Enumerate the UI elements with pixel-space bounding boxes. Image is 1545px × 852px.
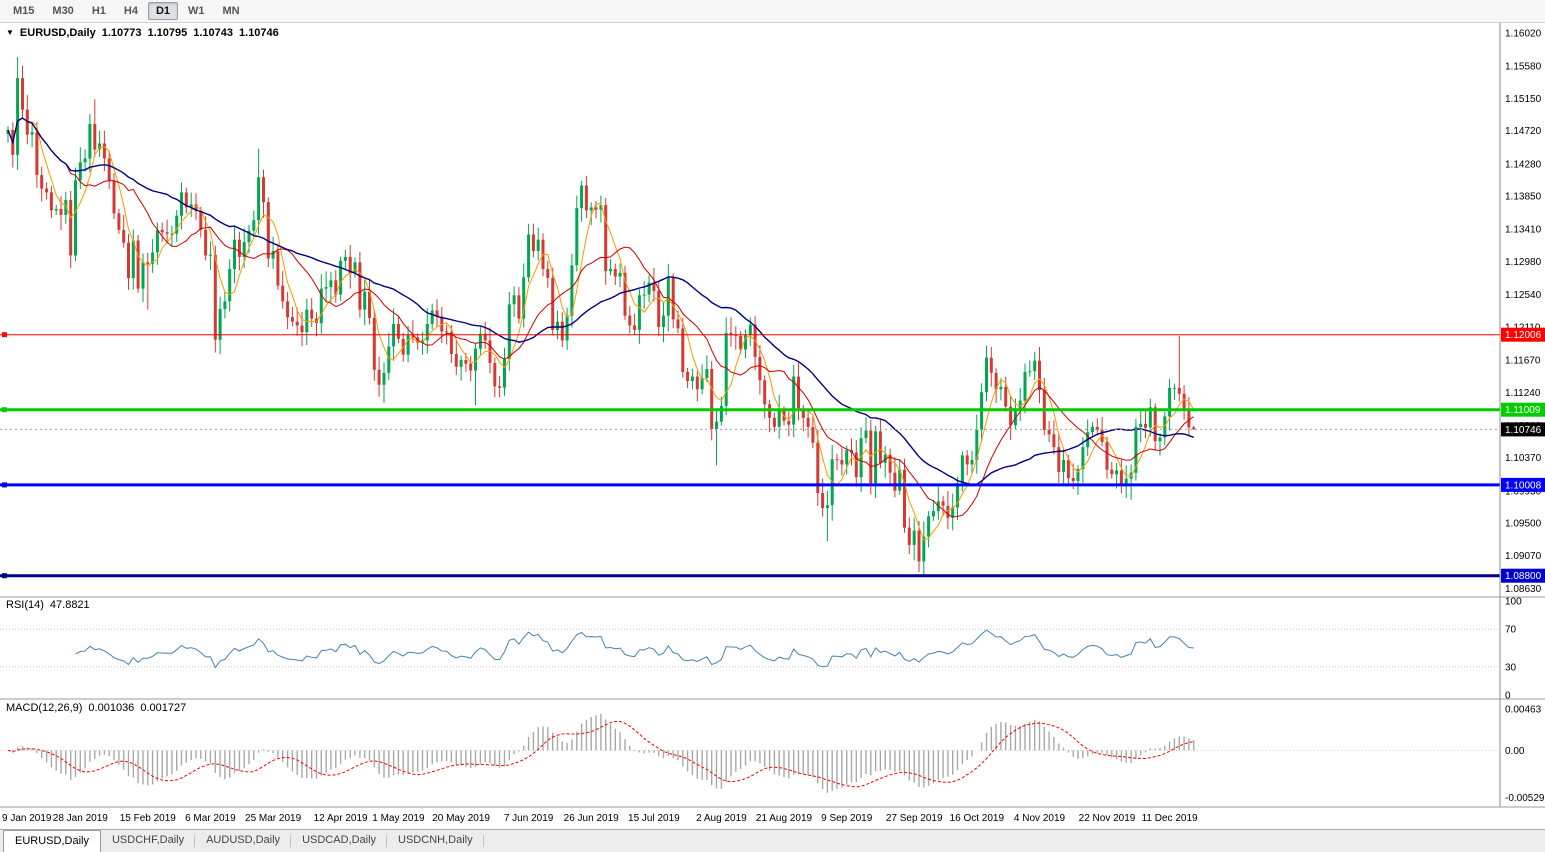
svg-text:1.09070: 1.09070 [1505, 551, 1542, 562]
svg-text:15 Jul 2019: 15 Jul 2019 [628, 813, 680, 824]
tab-audusd-daily[interactable]: AUDUSD,Daily [195, 830, 292, 852]
chart-symbol-label: EURUSD,Daily [19, 27, 96, 39]
tab-usdcad-daily[interactable]: USDCAD,Daily [291, 830, 388, 852]
timeframe-button-mn[interactable]: MN [222, 5, 240, 17]
svg-text:0.00463: 0.00463 [1505, 705, 1542, 716]
svg-text:2 Aug 2019: 2 Aug 2019 [696, 813, 747, 824]
macd-main-value: 0.001036 [88, 702, 135, 714]
svg-text:100: 100 [1505, 597, 1522, 608]
price-scale[interactable]: 1.16020 1.15580 1.15150 1.14720 1.14280 1.138… [1501, 29, 1545, 805]
svg-text:20 May 2019: 20 May 2019 [432, 813, 490, 824]
svg-text:1.15580: 1.15580 [1505, 62, 1542, 73]
chart-title: ▼ EURUSD,Daily 1.10773 1.10795 1.10743 1… [6, 27, 279, 39]
timeframe-button-h4[interactable]: H4 [123, 5, 138, 17]
macd-histogram [12, 713, 1195, 793]
svg-text:1.11009: 1.11009 [1505, 405, 1541, 416]
svg-text:1.12980: 1.12980 [1505, 257, 1542, 268]
svg-text:1.10008: 1.10008 [1505, 480, 1542, 491]
svg-text:27 Sep 2019: 27 Sep 2019 [886, 813, 943, 824]
ohlc-open-value: 1.10773 [101, 27, 142, 39]
rsi-indicator-value: 47.8821 [49, 599, 90, 611]
svg-text:1.12006: 1.12006 [1505, 330, 1542, 341]
svg-text:6 Mar 2019: 6 Mar 2019 [185, 813, 236, 824]
svg-text:1.10746: 1.10746 [1505, 425, 1542, 436]
timeframe-button-d1[interactable]: D1 [147, 2, 178, 20]
macd-signal-line [7, 721, 1194, 788]
svg-text:25 Mar 2019: 25 Mar 2019 [245, 813, 302, 824]
svg-text:9 Sep 2019: 9 Sep 2019 [821, 813, 873, 824]
time-scale[interactable]: 9 Jan 2019 28 Jan 2019 15 Feb 2019 6 Mar 20… [2, 813, 1198, 824]
price-badge [1501, 422, 1545, 437]
candles-layer [6, 57, 1196, 577]
chart-area[interactable]: 1.16020 1.15580 1.15150 1.14720 1.14280 1.138… [0, 23, 1545, 829]
svg-text:1.14280: 1.14280 [1505, 159, 1542, 170]
chart-canvas[interactable]: 1.16020 1.15580 1.15150 1.14720 1.14280 1.138… [0, 23, 1545, 829]
timeframe-button-m30[interactable]: M30 [52, 5, 74, 17]
svg-text:1.08800: 1.08800 [1505, 571, 1542, 582]
svg-text:28 Jan 2019: 28 Jan 2019 [53, 813, 108, 824]
chart-tabs: EURUSD,Daily USDCHF,Daily AUDUSD,Daily U… [0, 829, 1545, 852]
svg-text:1.11670: 1.11670 [1505, 355, 1541, 366]
rsi-indicator-label: RSI(14) 47.8821 [6, 599, 90, 611]
svg-text:21 Aug 2019: 21 Aug 2019 [756, 813, 813, 824]
svg-text:1.13410: 1.13410 [1505, 225, 1542, 236]
price-badge [1501, 402, 1545, 417]
ma-5-line [7, 117, 1195, 541]
price-badge [1501, 568, 1545, 583]
rsi-indicator-name: RSI(14) [6, 599, 44, 611]
svg-text:1.16020: 1.16020 [1505, 29, 1542, 40]
ohlc-close-value: 1.10746 [239, 27, 279, 39]
timeframe-button-m15[interactable]: M15 [13, 5, 35, 17]
svg-text:22 Nov 2019: 22 Nov 2019 [1079, 813, 1136, 824]
svg-text:1.15150: 1.15150 [1505, 94, 1542, 105]
svg-text:9 Jan 2019: 9 Jan 2019 [2, 813, 52, 824]
chart-dropdown-icon[interactable]: ▼ [6, 28, 14, 37]
svg-text:16 Oct 2019: 16 Oct 2019 [950, 813, 1005, 824]
svg-text:1.11240: 1.11240 [1505, 388, 1541, 399]
ma-34-line [7, 117, 1194, 486]
price-badge [1501, 327, 1545, 342]
timeframe-button-h1[interactable]: H1 [91, 5, 106, 17]
ohlc-low-value: 1.10743 [193, 27, 234, 39]
svg-text:0: 0 [1505, 691, 1511, 702]
rsi-line [75, 629, 1194, 669]
svg-text:15 Feb 2019: 15 Feb 2019 [120, 813, 177, 824]
tab-eurusd-daily[interactable]: EURUSD,Daily [3, 830, 101, 852]
ohlc-high-value: 1.10795 [147, 27, 188, 39]
svg-text:11 Dec 2019: 11 Dec 2019 [1142, 813, 1198, 824]
timeframe-toolbar: M15 M30 H1 H4 D1 W1 MN [0, 0, 1545, 23]
svg-text:70: 70 [1505, 625, 1517, 636]
ma-13-line [7, 117, 1194, 518]
macd-signal-value: 0.001727 [140, 702, 187, 714]
svg-text:1.13850: 1.13850 [1505, 192, 1542, 203]
svg-text:1 May 2019: 1 May 2019 [372, 813, 425, 824]
tab-usdchf-daily[interactable]: USDCHF,Daily [101, 830, 196, 852]
svg-text:30: 30 [1505, 662, 1517, 673]
hline-handle[interactable] [2, 573, 7, 579]
macd-indicator-label: MACD(12,26,9) 0.001036 0.001727 [6, 702, 186, 714]
svg-text:4 Nov 2019: 4 Nov 2019 [1014, 813, 1066, 824]
price-badge [1501, 477, 1545, 492]
svg-text:26 Jun 2019: 26 Jun 2019 [564, 813, 619, 824]
hline-handle[interactable] [2, 332, 7, 338]
svg-text:-0.00529: -0.00529 [1505, 793, 1545, 804]
macd-indicator-name: MACD(12,26,9) [6, 702, 83, 714]
hline-handle[interactable] [2, 407, 7, 413]
svg-text:1.12540: 1.12540 [1505, 290, 1542, 301]
svg-text:0.00: 0.00 [1505, 746, 1525, 757]
svg-text:12 Apr 2019: 12 Apr 2019 [314, 813, 368, 824]
svg-text:1.10370: 1.10370 [1505, 453, 1542, 464]
svg-text:1.14720: 1.14720 [1505, 126, 1542, 137]
timeframe-button-w1[interactable]: W1 [188, 5, 205, 17]
tab-usdcnh-daily[interactable]: USDCNH,Daily [387, 830, 484, 852]
svg-text:1.08630: 1.08630 [1505, 584, 1542, 595]
svg-text:1.09500: 1.09500 [1505, 519, 1542, 530]
hline-handle[interactable] [2, 482, 7, 488]
svg-text:7 Jun 2019: 7 Jun 2019 [504, 813, 554, 824]
